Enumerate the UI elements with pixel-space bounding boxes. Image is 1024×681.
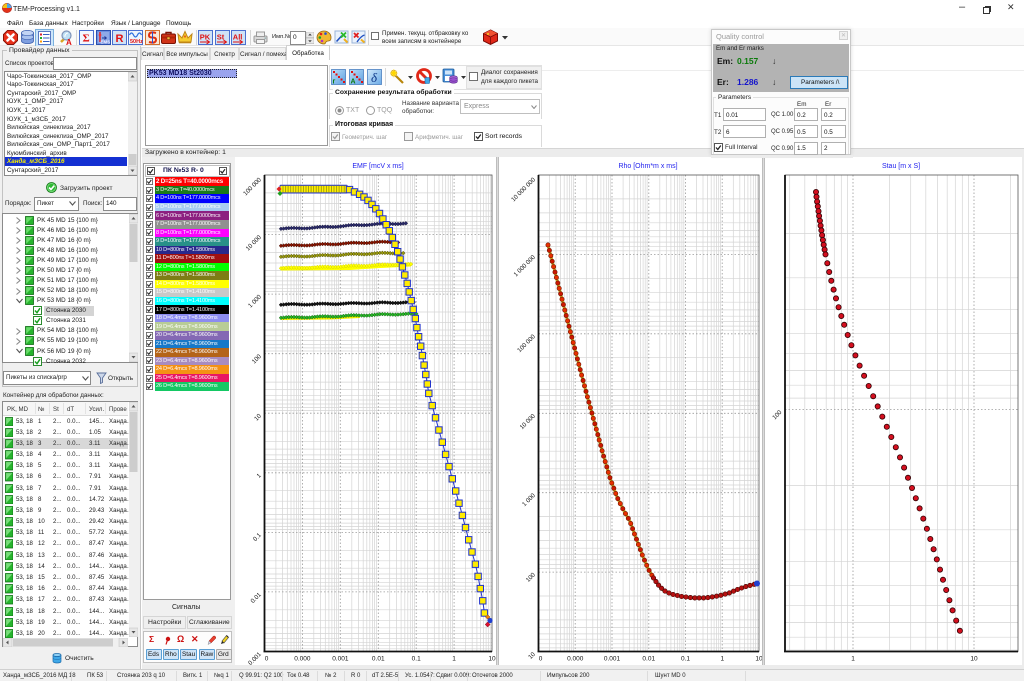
svg-text:EMF [mcV x ms]: EMF [mcV x ms] [352,163,403,170]
svg-text:St: St [216,33,224,42]
svg-text:Σ: Σ [83,33,90,45]
svg-text:0: 0 [265,656,269,663]
svg-text:R: R [116,33,124,45]
svg-text:1: 1 [452,656,456,663]
svg-text:10: 10 [253,412,263,422]
svg-text:1: 1 [256,472,264,480]
svg-text:0: 0 [539,656,543,663]
svg-text:1: 1 [720,656,724,663]
svg-text:δ: δ [371,70,378,85]
svg-text:0.000: 0.000 [294,656,311,663]
svg-text:10: 10 [755,656,762,663]
svg-text:A: A [351,79,356,86]
svg-text:Rho [Ohm*m x ms]: Rho [Ohm*m x ms] [618,163,677,170]
svg-text:0.1: 0.1 [681,656,690,663]
svg-text:Stau [m x S]: Stau [m x S] [882,163,920,170]
svg-text:0.1: 0.1 [412,656,421,663]
svg-text:All: All [233,33,243,42]
svg-text:10: 10 [970,656,978,663]
svg-text:50Hz: 50Hz [130,39,143,45]
svg-text:PK: PK [200,33,211,42]
svg-text:EMS: EMS [101,40,111,45]
svg-text:0.001: 0.001 [604,656,621,663]
svg-text:г: г [333,79,336,86]
svg-text:10: 10 [488,656,496,663]
svg-text:0.01: 0.01 [372,656,385,663]
svg-text:A: A [66,38,72,46]
svg-text:10: 10 [527,651,537,661]
svg-text:0.001: 0.001 [332,656,349,663]
svg-text:0.1: 0.1 [252,531,263,542]
svg-text:0.000: 0.000 [567,656,584,663]
svg-text:1: 1 [851,656,855,663]
svg-text:0.01: 0.01 [642,656,655,663]
